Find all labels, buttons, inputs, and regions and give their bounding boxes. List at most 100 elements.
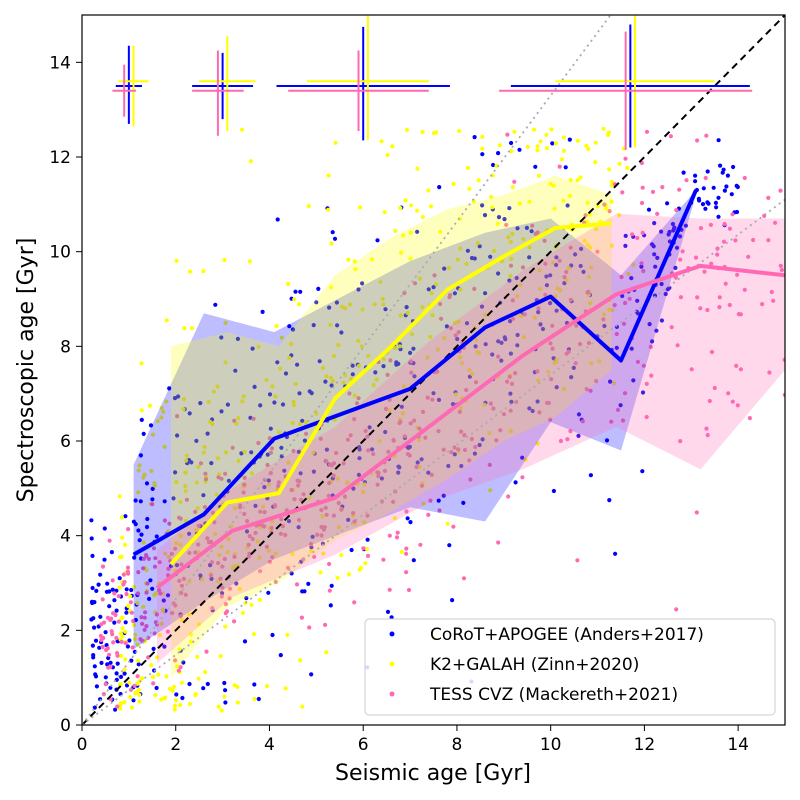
scatter-point (416, 438, 422, 443)
scatter-point (405, 516, 410, 521)
legend-label: TESS CVZ (Mackereth+2021) (429, 685, 678, 705)
scatter-point (465, 165, 470, 170)
scatter-point (376, 470, 381, 475)
scatter-point (704, 133, 709, 138)
scatter-point (223, 471, 228, 476)
scatter-point (379, 476, 384, 481)
scatter-point (437, 508, 442, 513)
scatter-point (296, 449, 301, 454)
scatter-point (564, 269, 569, 275)
scatter-point (406, 445, 411, 450)
scatter-point (298, 289, 303, 294)
scatter-point (442, 266, 447, 271)
legend-label: K2+GALAH (Zinn+2020) (430, 655, 639, 675)
scatter-point (623, 300, 628, 306)
scatter-point (399, 250, 404, 255)
scatter-point (652, 252, 657, 257)
scatter-point (508, 408, 513, 413)
scatter-point (461, 576, 467, 581)
scatter-point (290, 327, 296, 332)
scatter-point (236, 416, 241, 421)
scatter-point (157, 560, 162, 565)
scatter-point (258, 569, 263, 574)
scatter-point (96, 582, 101, 587)
scatter-point (346, 572, 352, 577)
scatter-point (609, 183, 614, 188)
scatter-point (264, 683, 270, 689)
scatter-point (564, 278, 569, 283)
scatter-point (508, 273, 513, 278)
scatter-point (167, 521, 172, 526)
scatter-point (496, 540, 501, 545)
scatter-point (683, 223, 689, 228)
scatter-point (108, 660, 113, 665)
scatter-point (178, 703, 183, 708)
scatter-point (695, 138, 700, 143)
scatter-point (230, 565, 235, 570)
scatter-point (361, 546, 366, 551)
scatter-point (660, 185, 665, 190)
scatter-point (179, 562, 184, 567)
scatter-point (256, 696, 261, 702)
scatter-point (513, 371, 518, 376)
scatter-point (219, 409, 224, 414)
scatter-point (404, 570, 409, 575)
scatter-point (724, 184, 729, 189)
scatter-point (437, 185, 442, 190)
scatter-point (356, 287, 361, 292)
scatter-point (675, 343, 680, 348)
scatter-point (266, 482, 272, 487)
scatter-point (649, 373, 654, 378)
scatter-point (678, 439, 683, 444)
scatter-point (412, 281, 418, 286)
scatter-point (198, 401, 203, 406)
scatter-point (404, 305, 409, 310)
scatter-point (296, 525, 301, 530)
scatter-point (201, 686, 206, 691)
scatter-point (139, 361, 144, 366)
y-axis-title: Spectroscopic age [Gyr] (14, 238, 39, 503)
scatter-point (426, 188, 431, 193)
scatter-point (117, 494, 122, 499)
scatter-point (554, 308, 559, 313)
typical-uncertainty-0 (112, 45, 149, 127)
scatter-point (459, 463, 464, 469)
scatter-point (620, 293, 625, 299)
scatter-point (136, 662, 141, 667)
scatter-point (256, 344, 261, 349)
scatter-point (401, 384, 407, 389)
scatter-point (361, 490, 366, 495)
scatter-point (127, 680, 132, 685)
scatter-point (625, 165, 630, 170)
scatter-point (176, 668, 181, 673)
scatter-point (408, 230, 413, 235)
scatter-point (93, 638, 99, 643)
scatter-point (779, 267, 785, 273)
typical-uncertainty-2 (276, 15, 450, 141)
scatter-point (483, 291, 488, 296)
scatter-point (178, 665, 183, 670)
scatter-point (99, 660, 104, 666)
scatter-point (165, 629, 170, 634)
scatter-point (187, 612, 192, 617)
scatter-point (324, 650, 329, 655)
scatter-point (135, 674, 140, 679)
scatter-point (703, 175, 708, 181)
scatter-point (715, 252, 720, 257)
scatter-point (193, 509, 198, 514)
scatter-point (162, 518, 167, 523)
scatter-point (608, 379, 613, 384)
scatter-point (387, 533, 392, 538)
scatter-point (371, 382, 376, 388)
scatter-point (193, 692, 198, 698)
scatter-point (223, 624, 228, 629)
legend-label: CoRoT+APOGEE (Anders+2017) (430, 625, 704, 645)
scatter-point (538, 322, 543, 327)
scatter-point (257, 555, 262, 560)
scatter-point (520, 455, 525, 460)
scatter-point (352, 393, 357, 398)
scatter-point (444, 324, 449, 329)
scatter-point (428, 204, 434, 209)
scatter-point (587, 274, 592, 280)
scatter-point (517, 147, 522, 152)
